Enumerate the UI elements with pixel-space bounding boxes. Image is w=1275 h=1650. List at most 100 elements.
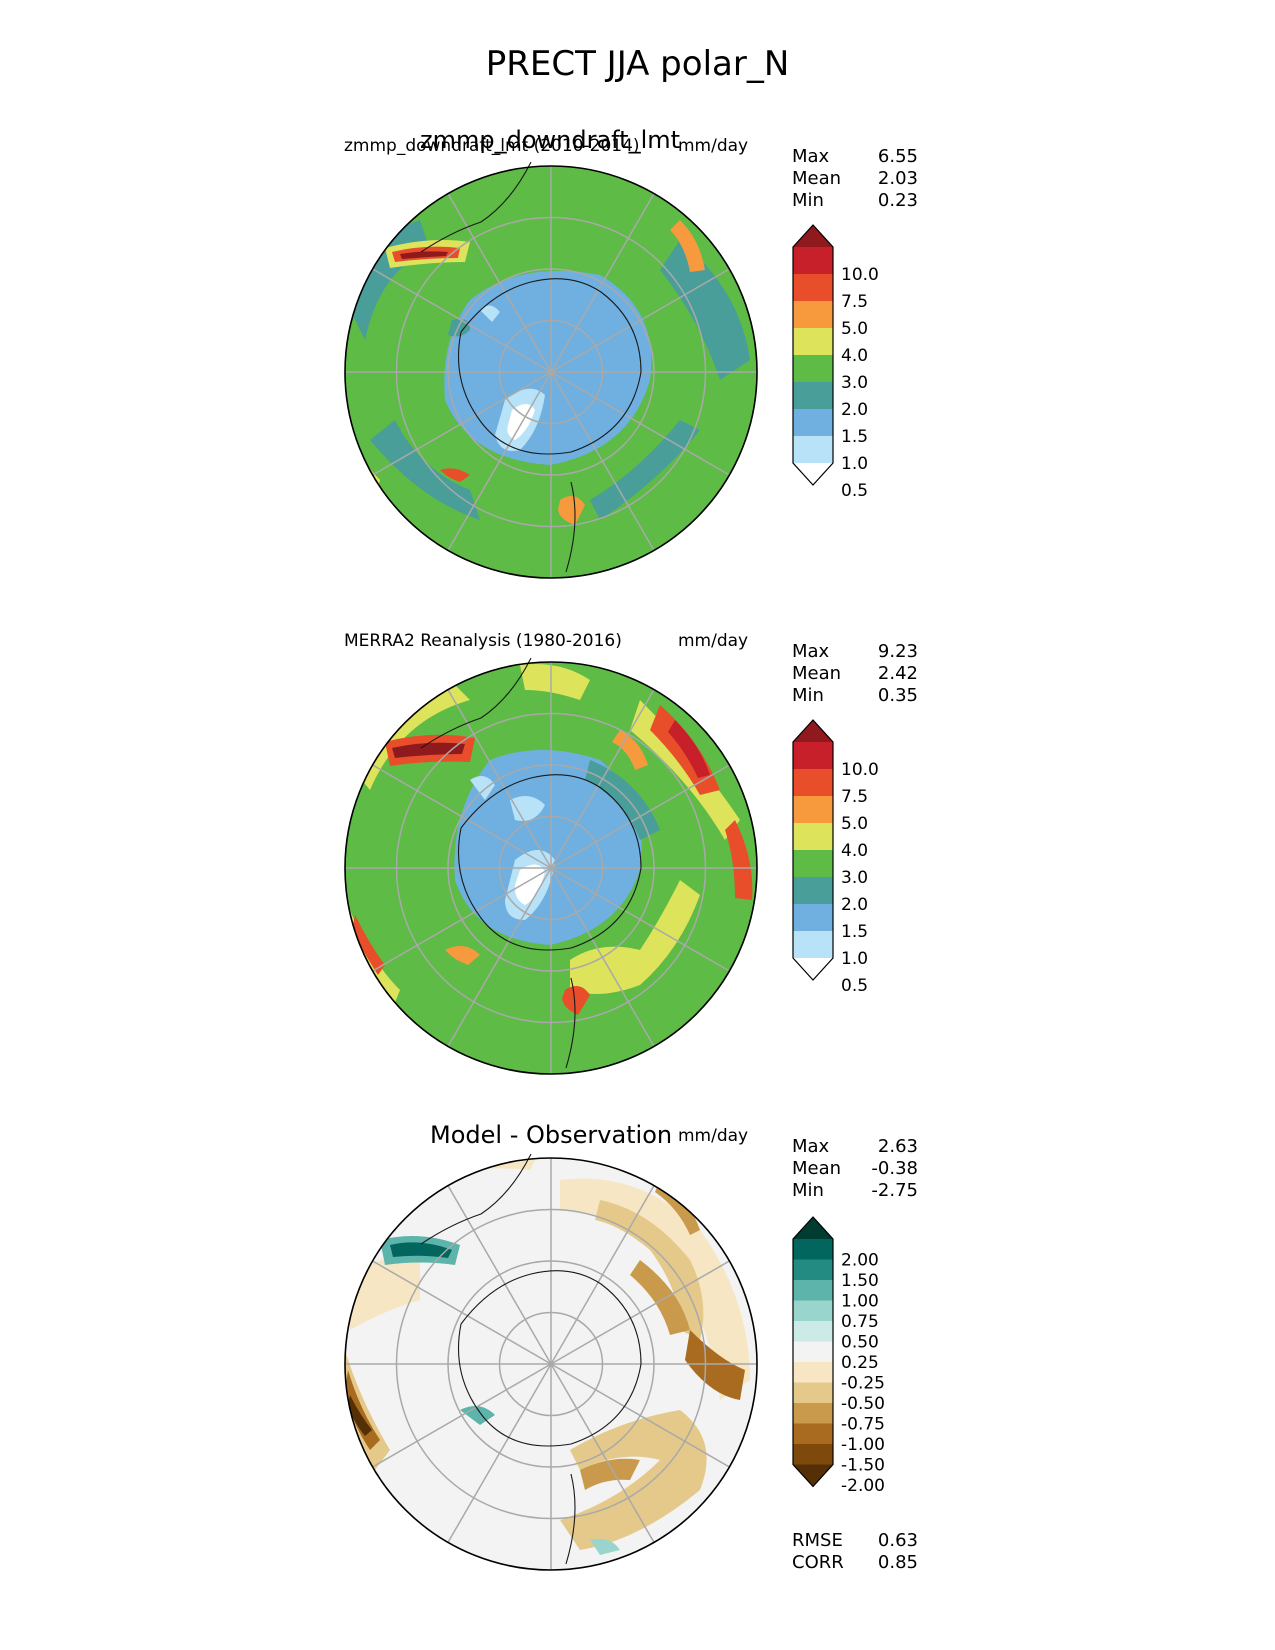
panel-2-colorbar: 10.0 7.5 5.0 4.0 3.0 2.0 1.5 1.0 0.5 [792, 719, 879, 996]
colorbar-extend-top [793, 1217, 833, 1239]
meridian-line [550, 1185, 655, 1365]
colorbar-tick-label: 0.5 [841, 481, 868, 501]
coastline [565, 977, 576, 1069]
colorbar-segment [793, 436, 833, 464]
meridian-line [550, 1363, 655, 1543]
colorbar-tick-label: 3.0 [841, 868, 868, 888]
colorbar-segment [793, 1259, 833, 1281]
coastline [565, 1473, 576, 1565]
meridian-line [550, 867, 655, 1047]
colorbar-tick-label: 1.5 [841, 922, 868, 942]
panel-3-mean-label: Mean [792, 1158, 842, 1179]
panel-1-units: mm/day [678, 136, 749, 156]
meridian-line [550, 1363, 730, 1468]
panel-3-graticule [344, 1153, 758, 1571]
panel-1-min-label: Min [792, 190, 824, 211]
panel-2-units: mm/day [678, 631, 749, 651]
panel-2-outline [344, 661, 758, 1075]
panel-1-mean-value: 2.03 [877, 168, 918, 189]
coastline [458, 278, 642, 455]
colorbar-segment [793, 742, 833, 770]
colorbars: 10.0 7.5 5.0 4.0 3.0 2.0 1.5 1.0 0.5 10.0 7.5 5.0 4.… [792, 224, 885, 1496]
coastline [420, 657, 532, 749]
colorbar-extend-bottom [793, 463, 833, 485]
panel-2-max-label: Max [792, 641, 830, 662]
panel-3-mean-value: -0.38 [871, 1158, 918, 1179]
panel-3-title: Model - Observation [430, 1121, 673, 1149]
panel-3-rmse-label: RMSE [792, 1530, 843, 1551]
map-overlays [344, 161, 758, 1571]
coastline [420, 1153, 532, 1245]
panel-3-max-value: 2.63 [877, 1136, 918, 1157]
panel-1-min-value: 0.23 [877, 190, 918, 211]
colorbar-segment [793, 877, 833, 905]
colorbar-tick-label: -0.50 [841, 1394, 885, 1414]
colorbar-tick-label: -1.50 [841, 1456, 885, 1476]
meridian-line [372, 764, 552, 869]
meridian-line [372, 1260, 552, 1365]
colorbar-segment [793, 409, 833, 437]
colorbar-tick-label: 5.0 [841, 319, 868, 339]
meridian-line [550, 371, 655, 551]
colorbar-tick-label: -0.75 [841, 1415, 885, 1435]
colorbar-extend-bottom [793, 1464, 833, 1487]
colorbar-segment [793, 1239, 833, 1260]
colorbar-segment [793, 1280, 833, 1301]
panel-1-max-value: 6.55 [877, 146, 918, 167]
meridian-line [550, 867, 730, 972]
colorbar-tick-label: -0.25 [841, 1374, 885, 1394]
colorbar-tick-label: 1.0 [841, 949, 868, 969]
colorbar-segment [793, 796, 833, 824]
colorbar-segment [793, 1300, 833, 1322]
colorbar-segment [793, 247, 833, 275]
colorbar-tick-label: 4.0 [841, 841, 868, 861]
meridian-line [447, 1185, 552, 1365]
colorbar-segment [793, 1423, 833, 1445]
meridian-line [550, 268, 730, 373]
colorbar-tick-label: 0.25 [841, 1353, 879, 1373]
colorbar-tick-label: -2.00 [841, 1476, 885, 1496]
panel-1-outline [344, 165, 758, 579]
colorbar-tick-label: 3.0 [841, 373, 868, 393]
panel-1-max-label: Max [792, 146, 830, 167]
colorbar-extend-bottom [793, 958, 833, 980]
colorbar-tick-label: -1.00 [841, 1435, 885, 1455]
colorbar-tick-label: 7.5 [841, 292, 868, 312]
panel-3-outline [344, 1157, 758, 1571]
panel-3-units: mm/day [678, 1126, 749, 1146]
meridian-line [550, 689, 655, 869]
meridian-line [447, 193, 552, 373]
colorbar-segment [793, 769, 833, 797]
colorbar-segment [793, 1362, 833, 1383]
colorbar-outline [792, 224, 834, 486]
meridian-line [447, 1363, 552, 1543]
colorbar-outline [792, 719, 834, 981]
colorbar-tick-label: 0.5 [841, 976, 868, 996]
colorbar-extend-top [793, 225, 833, 247]
colorbar-tick-label: 1.5 [841, 427, 868, 447]
meridian-line [372, 867, 552, 972]
panel-3-corr-value: 0.85 [877, 1552, 918, 1573]
panel-1-colorbar: 10.0 7.5 5.0 4.0 3.0 2.0 1.5 1.0 0.5 [792, 224, 879, 501]
colorbar-tick-label: 2.0 [841, 895, 868, 915]
colorbar-tick-label: 2.0 [841, 400, 868, 420]
panel-3-min-value: -2.75 [871, 1180, 918, 1201]
colorbar-tick-label: 2.00 [841, 1251, 879, 1271]
colorbar-segment [793, 328, 833, 356]
meridian-line [372, 268, 552, 373]
panel-2-mean-value: 2.42 [877, 663, 918, 684]
colorbar-segment [793, 274, 833, 302]
coastline [565, 481, 576, 573]
panel-2-graticule [344, 657, 758, 1075]
figure-title: PRECT JJA polar_N [485, 44, 790, 84]
meridian-line [372, 1363, 552, 1468]
colorbar-outline [792, 1216, 834, 1488]
panel-1-graticule [344, 161, 758, 579]
colorbar-segment [793, 823, 833, 851]
colorbar-segment [793, 1321, 833, 1342]
panel-2-min-value: 0.35 [877, 685, 918, 706]
panel-3-min-label: Min [792, 1180, 824, 1201]
panel-1-title: zmmp_downdraft_lmt [420, 126, 681, 154]
colorbar-segment [793, 1444, 833, 1465]
